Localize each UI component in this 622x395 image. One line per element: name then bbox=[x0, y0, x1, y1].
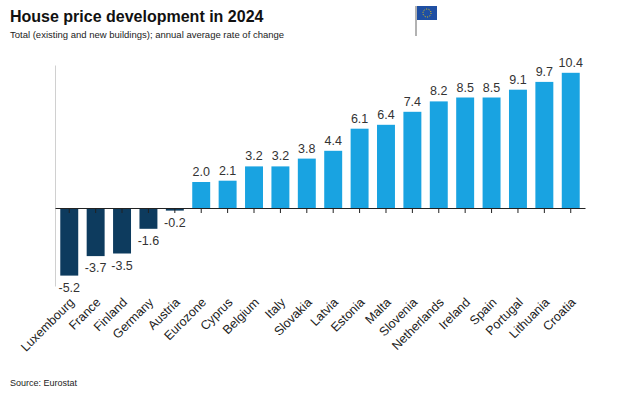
tick: Ireland bbox=[436, 208, 473, 332]
tick-mark bbox=[280, 208, 281, 213]
tick-mark bbox=[69, 208, 70, 213]
data-label: -0.2 bbox=[164, 216, 186, 230]
bar bbox=[483, 98, 501, 209]
bar bbox=[298, 159, 316, 208]
data-label: -5.2 bbox=[58, 281, 80, 295]
x-axis: LuxembourgFranceFinlandGermanyAustriaEur… bbox=[18, 208, 585, 354]
bar bbox=[192, 182, 210, 208]
tick: Estonia bbox=[328, 208, 367, 335]
tick-mark bbox=[174, 208, 175, 213]
tick-mark bbox=[227, 208, 228, 213]
tick-mark bbox=[306, 208, 307, 213]
flag-icon bbox=[416, 6, 437, 36]
data-label: 8.2 bbox=[430, 84, 447, 98]
data-label: 9.1 bbox=[509, 73, 526, 87]
tick: Italy bbox=[262, 208, 289, 321]
tick-mark bbox=[359, 208, 360, 213]
tick-mark bbox=[148, 208, 149, 213]
tick-mark bbox=[438, 208, 439, 213]
tick-mark bbox=[333, 208, 334, 213]
data-label: 6.1 bbox=[351, 112, 368, 126]
data-label: -3.7 bbox=[85, 261, 107, 275]
bar bbox=[87, 208, 105, 256]
tick-mark bbox=[517, 208, 518, 213]
tick-mark bbox=[412, 208, 413, 213]
tick-mark bbox=[544, 208, 545, 213]
tick: Spain bbox=[467, 208, 500, 328]
data-label: -3.5 bbox=[111, 259, 133, 273]
bar bbox=[351, 129, 369, 208]
tick: Malta bbox=[362, 208, 394, 327]
y-axis bbox=[55, 66, 56, 287]
bar bbox=[219, 181, 237, 208]
data-label: 3.8 bbox=[298, 142, 315, 156]
tick-mark bbox=[465, 208, 466, 213]
data-label: 2.1 bbox=[219, 164, 236, 178]
tick-mark bbox=[95, 208, 96, 213]
data-labels: -5.2 -3.7 -3.5 -1.6 -0.2 2.0 2.1 3.2 3.2 3.8 4.4 6.… bbox=[58, 56, 582, 295]
subtitle: Total (existing and new buildings); annu… bbox=[10, 29, 284, 40]
data-label: 9.7 bbox=[536, 65, 553, 79]
bar bbox=[535, 82, 553, 208]
data-label: 6.4 bbox=[377, 108, 394, 122]
tick-mark bbox=[122, 208, 123, 213]
tick: Latvia bbox=[308, 208, 342, 329]
bar bbox=[562, 73, 580, 208]
bar bbox=[60, 208, 78, 276]
tick-mark bbox=[570, 208, 571, 213]
data-label: 10.4 bbox=[559, 56, 583, 70]
bar bbox=[509, 90, 527, 208]
bar bbox=[456, 98, 474, 209]
tick-mark bbox=[254, 208, 255, 213]
flag-pole bbox=[415, 6, 417, 36]
tick-label: Croatia bbox=[540, 295, 578, 333]
tick-label: Ireland bbox=[436, 295, 473, 332]
tick-mark bbox=[201, 208, 202, 213]
tick-mark bbox=[491, 208, 492, 213]
data-label: 8.5 bbox=[456, 81, 473, 95]
bar bbox=[271, 166, 289, 208]
bar bbox=[113, 208, 131, 254]
tick-label: Estonia bbox=[328, 295, 367, 334]
data-label: 4.4 bbox=[325, 134, 342, 148]
data-label: 7.4 bbox=[404, 95, 421, 109]
tick: Belgium bbox=[220, 208, 262, 337]
flag-cloth bbox=[417, 6, 437, 20]
tick: Croatia bbox=[540, 208, 578, 334]
bar bbox=[377, 125, 395, 208]
bar bbox=[430, 101, 448, 208]
data-label: 8.5 bbox=[483, 81, 500, 95]
bar bbox=[139, 208, 157, 229]
bar bbox=[403, 112, 421, 208]
y-axis-line bbox=[55, 66, 56, 287]
tick-label: Belgium bbox=[220, 295, 262, 337]
data-label: 3.2 bbox=[245, 149, 262, 163]
source: Source: Eurostat bbox=[10, 378, 78, 388]
title: House price development in 2024 bbox=[10, 8, 264, 25]
chart: House price development in 2024 Total (ex… bbox=[0, 0, 622, 395]
bar bbox=[245, 166, 263, 208]
x-axis-line bbox=[56, 208, 586, 209]
data-label: 2.0 bbox=[193, 165, 210, 179]
bar bbox=[324, 151, 342, 208]
tick: Netherlands bbox=[389, 208, 447, 353]
flag-stars bbox=[423, 9, 431, 17]
data-label: -1.6 bbox=[138, 234, 160, 248]
data-label: 3.2 bbox=[272, 149, 289, 163]
tick-mark bbox=[385, 208, 386, 213]
tick: Cyprus bbox=[198, 208, 236, 333]
bars bbox=[60, 73, 579, 276]
